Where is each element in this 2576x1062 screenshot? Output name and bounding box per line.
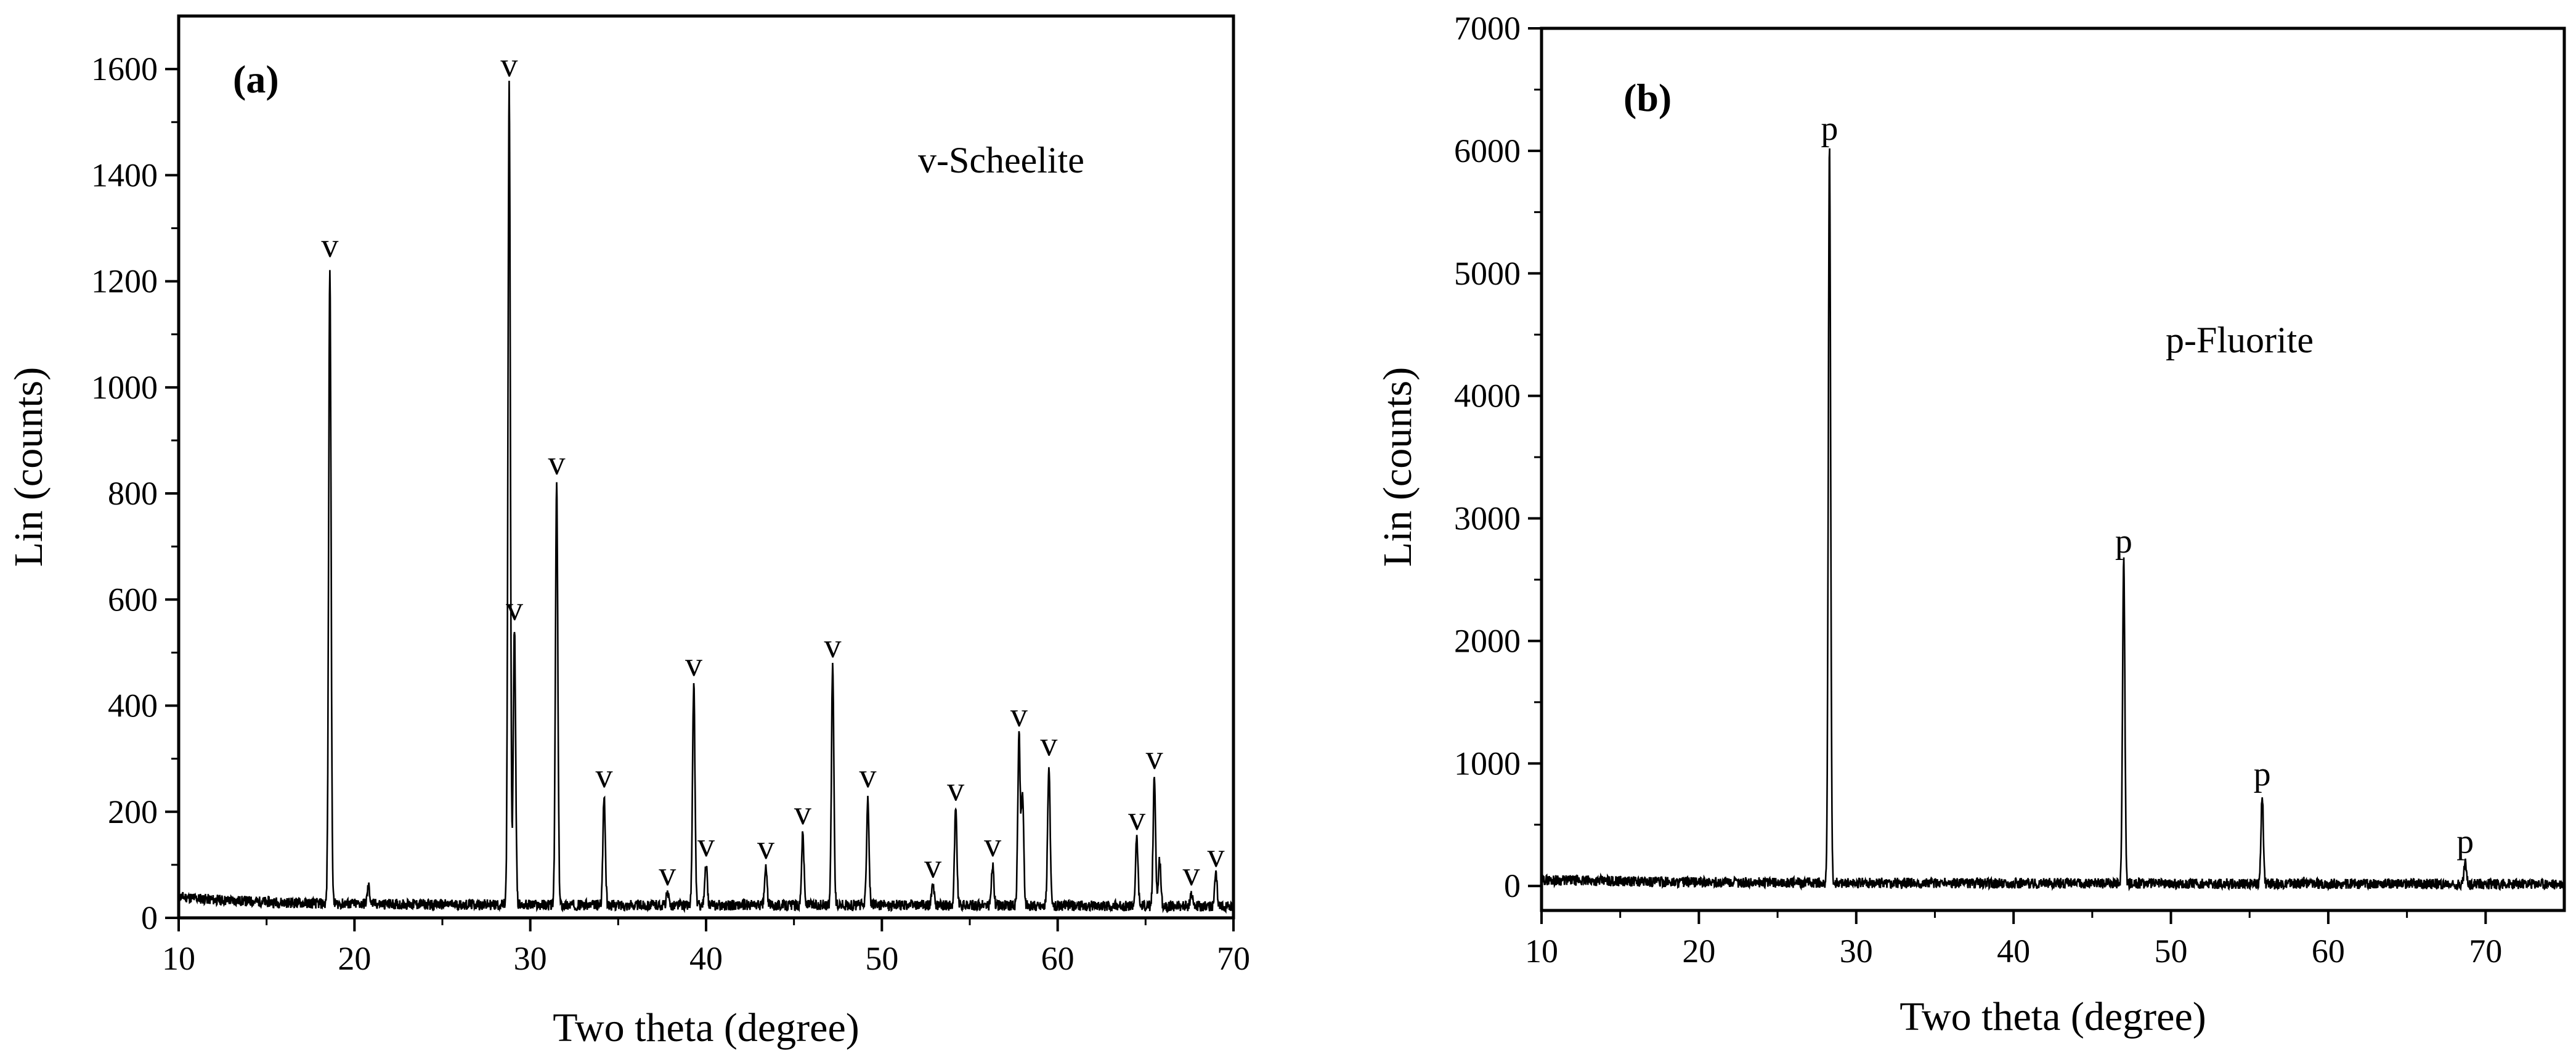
scheelite-peak-marker: v [685,646,702,684]
scheelite-peak-marker: v [859,757,877,795]
fluorite-peak-marker: p [1821,110,1838,148]
fluorite-x-axis-title: Two theta (degree) [1899,994,2206,1039]
scheelite-panel: 10 20 30 40 50 60 70 0 200 400 600 800 1000 1200 1400 1… [6,14,1250,1050]
scheelite-peak-marker: v [548,444,565,482]
scheelite-y-tick-label: 1200 [91,263,158,300]
scheelite-panel-label: (a) [233,57,279,101]
scheelite-x-tick-label: 60 [1041,940,1075,977]
scheelite-peak-marker: v [1183,855,1200,893]
fluorite-y-tick-label: 0 [1504,867,1521,904]
fluorite-x-tick-label: 10 [1525,933,1558,970]
fluorite-y-tick-label: 2000 [1454,622,1521,659]
fluorite-y-tick-label: 4000 [1454,378,1521,415]
scheelite-x-tick-label: 10 [162,940,195,977]
scheelite-peak-marker: v [697,826,715,864]
scheelite-peak-marker: v [794,794,811,832]
fluorite-y-tick-label: 6000 [1454,132,1521,169]
scheelite-x-tick-label: 50 [865,940,898,977]
scheelite-peak-marker: v [1207,837,1224,875]
scheelite-peak-marker: v [500,46,518,84]
fluorite-y-tick-label: 7000 [1454,10,1521,47]
scheelite-peak-marker: v [596,757,613,795]
fluorite-y-tick-label: 5000 [1454,255,1521,292]
scheelite-x-tick-label: 40 [689,940,723,977]
fluorite-panel: 10 20 30 40 50 60 70 0 1000 2000 3000 4000 5000 6000 7… [1375,10,2566,1039]
fluorite-y-axis-title: Lin (counts) [1375,367,1420,567]
scheelite-peak-marker: v [984,826,1001,864]
scheelite-peak-marker: v [824,627,841,665]
scheelite-x-tick-label: 70 [1217,940,1250,977]
scheelite-y-tick-label: 800 [108,475,158,512]
scheelite-spectrum [177,81,1235,914]
fluorite-x-tick-label: 30 [1840,933,1873,970]
fluorite-x-tick-label: 40 [1997,933,2030,970]
fluorite-panel-label: (b) [1623,76,1672,120]
scheelite-peak-marker: v [947,770,964,808]
scheelite-ticks: 10 20 30 40 50 60 70 0 200 400 600 800 1000 1200 1400 1… [91,51,1250,977]
scheelite-y-tick-label: 200 [108,793,158,830]
fluorite-x-tick-label: 20 [1682,933,1715,970]
scheelite-y-tick-label: 1400 [91,156,158,193]
scheelite-peak-marker: v [1128,800,1145,838]
scheelite-y-axis-title: Lin (counts) [6,367,51,567]
scheelite-peak-marker: v [506,590,523,628]
scheelite-y-tick-label: 600 [108,581,158,618]
fluorite-peak-marker: p [2456,822,2474,861]
scheelite-legend-text: v-Scheelite [918,140,1084,180]
fluorite-plot-frame [1540,26,2566,912]
scheelite-y-tick-label: 0 [141,899,158,936]
scheelite-peak-marker: v [1010,696,1028,734]
fluorite-y-tick-label: 3000 [1454,500,1521,537]
fluorite-spectrum [1540,148,2566,892]
fluorite-spectrum-line [1540,148,2566,892]
scheelite-peak-marker: v [924,847,941,885]
scheelite-peak-marker: v [1146,739,1163,777]
fluorite-x-tick-label: 70 [2469,933,2502,970]
fluorite-ticks: 10 20 30 40 50 60 70 0 1000 2000 3000 4000 5000 6000 7… [1454,10,2502,970]
fluorite-legend-text: p-Fluorite [2166,320,2314,360]
scheelite-peak-marker: v [1040,725,1057,763]
scheelite-spectrum-line [177,81,1235,914]
fluorite-y-tick-label: 1000 [1454,745,1521,782]
scheelite-peak-marker: v [757,829,774,867]
fluorite-x-tick-label: 60 [2312,933,2345,970]
fluorite-peak-marker: p [2115,522,2132,561]
scheelite-y-tick-label: 400 [108,687,158,724]
scheelite-y-tick-label: 1000 [91,369,158,406]
fluorite-peak-marker: p [2254,755,2271,793]
scheelite-y-tick-label: 1600 [91,51,158,87]
scheelite-x-tick-label: 20 [338,940,371,977]
scheelite-x-axis-title: Two theta (degree) [553,1005,859,1050]
scheelite-x-tick-label: 30 [514,940,547,977]
fluorite-x-tick-label: 50 [2155,933,2188,970]
scheelite-peak-marker: v [659,855,676,893]
scheelite-peak-marker: v [321,227,338,265]
fluorite-peak-markers: p p p p [1821,110,2474,861]
